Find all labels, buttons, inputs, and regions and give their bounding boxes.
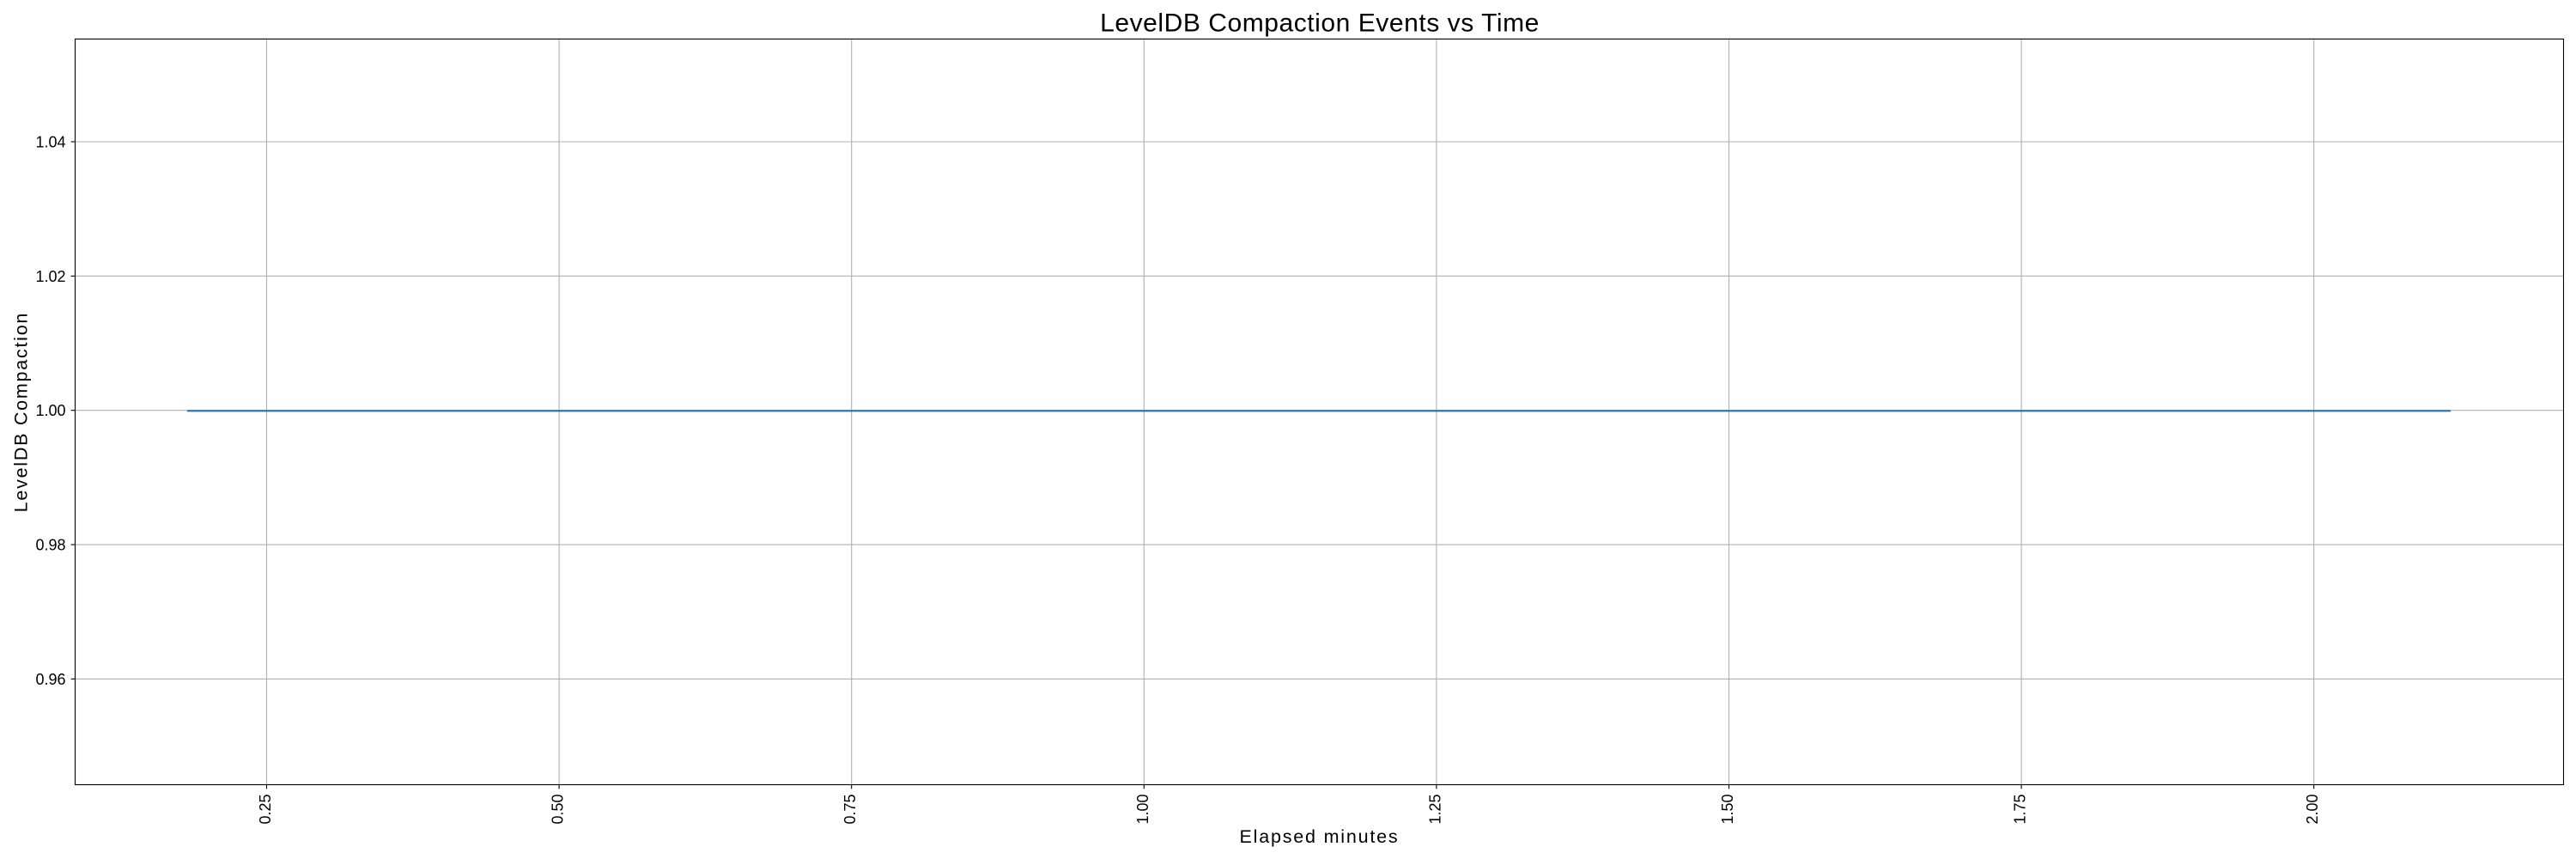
svg-text:1.04: 1.04 xyxy=(35,133,65,150)
svg-text:1.50: 1.50 xyxy=(1719,795,1736,825)
svg-text:0.96: 0.96 xyxy=(35,671,65,688)
svg-text:1.00: 1.00 xyxy=(1134,795,1151,825)
svg-text:1.00: 1.00 xyxy=(35,402,65,419)
svg-text:0.50: 0.50 xyxy=(550,795,567,825)
svg-text:2.00: 2.00 xyxy=(2304,795,2321,825)
svg-text:0.75: 0.75 xyxy=(841,795,859,825)
svg-text:LevelDB Compaction: LevelDB Compaction xyxy=(11,312,32,512)
svg-text:0.25: 0.25 xyxy=(257,795,274,825)
svg-text:1.75: 1.75 xyxy=(2012,795,2029,825)
svg-text:Elapsed minutes: Elapsed minutes xyxy=(1240,826,1400,847)
svg-text:LevelDB Compaction Events vs T: LevelDB Compaction Events vs Time xyxy=(1100,9,1540,38)
svg-text:1.25: 1.25 xyxy=(1426,795,1443,825)
svg-text:1.02: 1.02 xyxy=(35,268,65,285)
svg-text:0.98: 0.98 xyxy=(35,536,65,553)
